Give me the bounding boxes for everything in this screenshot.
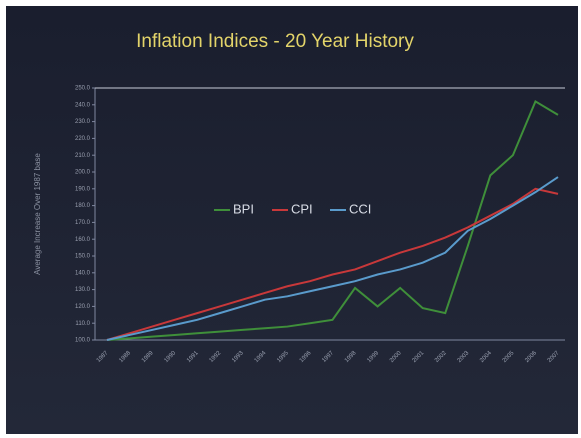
y-tick-label: 150.0 — [75, 254, 91, 260]
legend-label: BPI — [233, 201, 254, 216]
y-tick-label: 220.0 — [75, 136, 91, 142]
series-line — [106, 187, 559, 341]
y-tick-label: 100.0 — [75, 338, 91, 344]
y-tick-label: 250.0 — [75, 86, 91, 92]
legend-label: CCI — [349, 201, 371, 216]
legend-label: CPI — [291, 201, 313, 216]
y-axis-label: Average Increase Over 1987 base — [33, 153, 42, 275]
y-tick-label: 110.0 — [75, 321, 90, 327]
y-tick-label: 170.0 — [75, 220, 91, 226]
y-tick-label: 180.0 — [75, 203, 91, 209]
y-tick-label: 130.0 — [75, 287, 91, 293]
y-tick-label: 200.0 — [75, 170, 91, 176]
series-line — [106, 176, 559, 341]
chart-title: Inflation Indices - 20 Year History — [136, 31, 414, 52]
y-tick-label: 210.0 — [75, 153, 91, 159]
series-line — [106, 99, 559, 341]
y-tick-label: 230.0 — [75, 119, 91, 125]
y-tick-label: 120.0 — [75, 304, 91, 310]
y-tick-label: 190.0 — [75, 186, 91, 192]
slide-background — [6, 6, 578, 434]
y-tick-label: 160.0 — [75, 237, 91, 243]
y-tick-label: 240.0 — [75, 102, 91, 108]
y-tick-label: 140.0 — [75, 270, 91, 276]
